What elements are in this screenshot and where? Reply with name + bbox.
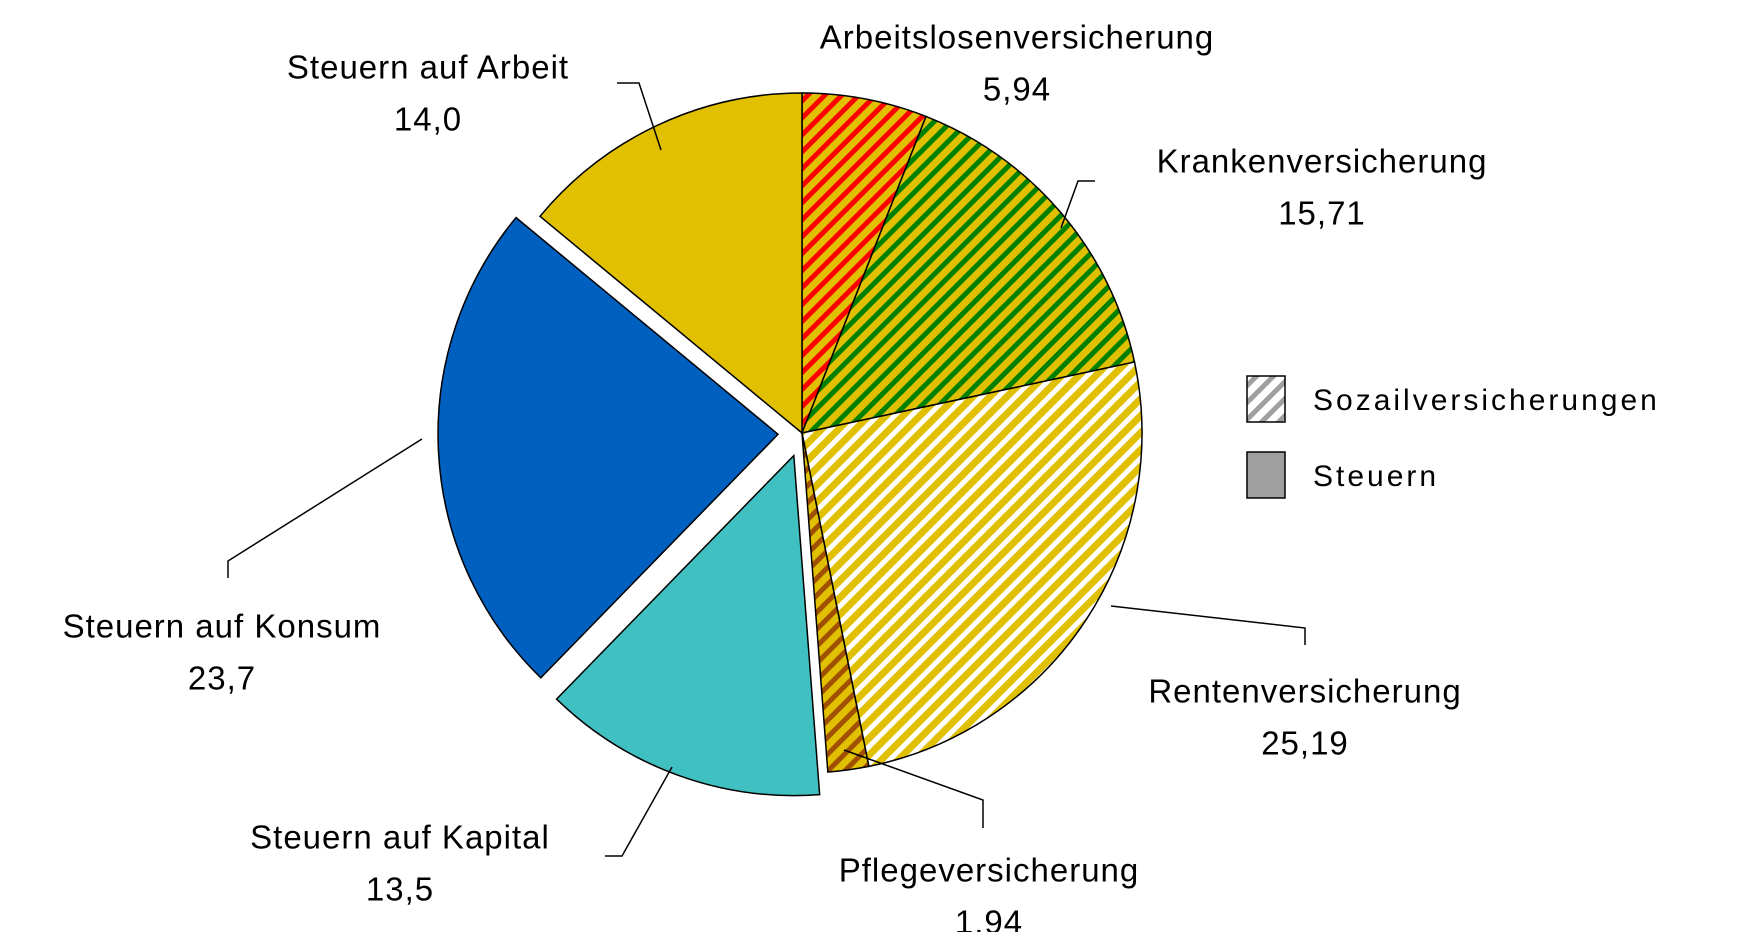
slice-label: Steuern auf Kapital — [250, 819, 550, 856]
pie-slice — [801, 432, 870, 773]
slice-value-label: 13,5 — [366, 871, 434, 908]
leader-line — [1110, 605, 1306, 645]
slice-value-label: 15,71 — [1278, 195, 1366, 232]
pie-slice — [801, 361, 1143, 768]
slice-value-label: 1,94 — [955, 904, 1023, 932]
pie-slice — [538, 92, 803, 435]
leader-line — [605, 766, 673, 857]
leader-line — [617, 82, 662, 151]
legend-swatch — [1246, 375, 1286, 423]
pie-slice — [800, 115, 1136, 435]
pie-slice — [801, 92, 927, 434]
leader-line — [1060, 180, 1095, 229]
slice-label: Rentenversicherung — [1148, 673, 1461, 710]
slice-label: Steuern auf Arbeit — [287, 49, 569, 86]
legend-label: Steuern — [1313, 460, 1439, 493]
leader-line — [227, 438, 423, 578]
slice-value-label: 5,94 — [983, 71, 1051, 108]
slice-value-label: 23,7 — [188, 660, 256, 697]
pie-slice — [555, 453, 821, 797]
slice-value-label: 14,0 — [394, 101, 462, 138]
slice-label: Arbeitslosenversicherung — [820, 19, 1215, 56]
slice-label: Krankenversicherung — [1157, 143, 1488, 180]
leader-line — [843, 749, 984, 828]
pie-slice — [437, 216, 780, 679]
slice-value-label: 25,19 — [1261, 725, 1349, 762]
slice-label: Steuern auf Konsum — [63, 608, 382, 645]
legend-label: Sozailversicherungen — [1313, 384, 1660, 417]
slice-label: Pflegeversicherung — [839, 852, 1140, 889]
legend-swatch — [1246, 451, 1286, 499]
